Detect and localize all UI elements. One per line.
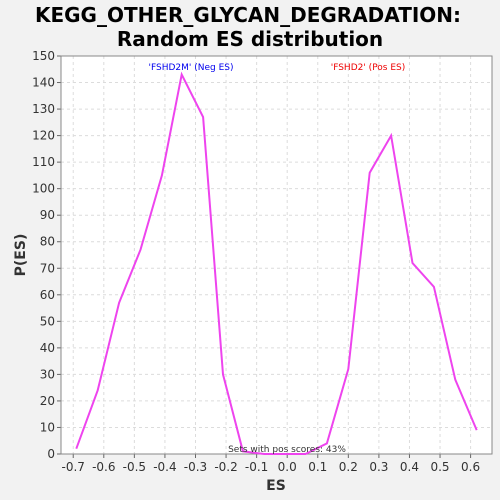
y-tick-label: 100: [32, 182, 55, 196]
x-tick-label: -0.3: [184, 460, 207, 474]
y-axis-label: P(ES): [13, 234, 29, 277]
y-tick-label: 50: [40, 314, 55, 328]
y-tick-label: 20: [40, 394, 55, 408]
x-tick-label: -0.1: [245, 460, 268, 474]
plot-area: [61, 56, 492, 454]
x-tick-label: 0.4: [400, 460, 419, 474]
neg-es-label: 'FSHD2M' (Neg ES): [149, 63, 234, 73]
y-tick-label: 10: [40, 420, 55, 434]
y-tick-label: 80: [40, 235, 55, 249]
x-axis-label: ES: [266, 478, 286, 494]
x-tick-label: -0.4: [153, 460, 176, 474]
series-line: [75, 71, 478, 455]
y-tick-label: 130: [32, 102, 55, 116]
chart-title-line2: Random ES distribution: [117, 27, 383, 51]
y-tick-label: 0: [47, 447, 55, 461]
y-tick-label: 30: [40, 367, 55, 381]
y-tick-label: 110: [32, 155, 55, 169]
grid-layer: [61, 55, 492, 455]
pos-es-label: 'FSHD2' (Pos ES): [331, 63, 406, 73]
y-tick-label: 70: [40, 261, 55, 275]
y-tick-label: 150: [32, 49, 55, 63]
x-tick-label: 0.5: [430, 460, 449, 474]
x-tick-label: -0.7: [62, 460, 85, 474]
x-tick-label: -0.6: [92, 460, 115, 474]
x-tick-label: -0.5: [123, 460, 146, 474]
x-tick-label: 0.1: [308, 460, 327, 474]
y-tick-label: 40: [40, 341, 55, 355]
x-tick-label: 0.2: [339, 460, 358, 474]
y-tick-label: 120: [32, 129, 55, 143]
x-tick-label: -0.2: [214, 460, 237, 474]
y-tick-label: 60: [40, 288, 55, 302]
y-tick-label: 140: [32, 76, 55, 90]
x-tick-label: 0.6: [461, 460, 480, 474]
x-tick-label: 0.3: [369, 460, 388, 474]
axis-layer: 0 10 20 30 40 50 60 70 80 90 100 110 120 130 140 150 -0.…: [32, 49, 493, 474]
chart-title-line1: KEGG_OTHER_GLYCAN_DEGRADATION:: [35, 3, 461, 27]
x-tick-label: 0.0: [278, 460, 297, 474]
pos-scores-label: Sets with pos scores: 43%: [228, 445, 346, 455]
series-layer: [75, 71, 478, 455]
y-tick-label: 90: [40, 208, 55, 222]
